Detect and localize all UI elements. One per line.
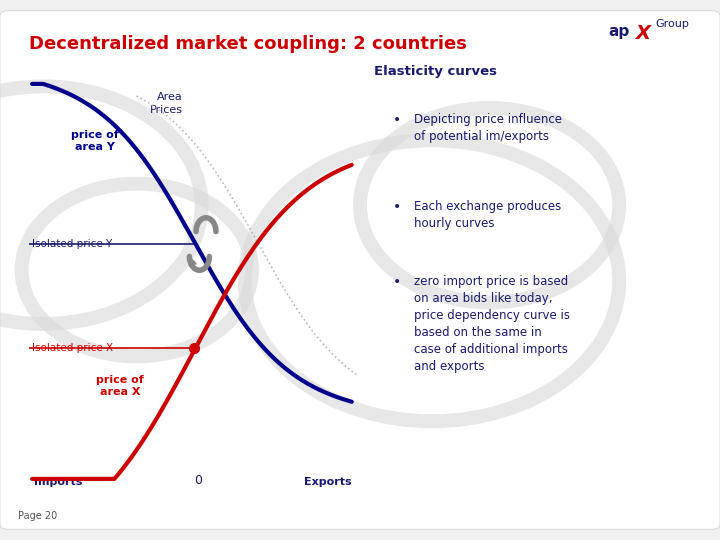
Text: ap: ap <box>608 24 630 39</box>
Text: Page 20: Page 20 <box>18 511 58 521</box>
Text: Elasticity curves: Elasticity curves <box>374 65 498 78</box>
Text: Isolated price Y: Isolated price Y <box>32 239 112 249</box>
Text: price of
area Y: price of area Y <box>71 130 119 152</box>
Text: Exports: Exports <box>304 477 352 487</box>
Text: Decentralized market coupling: 2 countries: Decentralized market coupling: 2 countri… <box>29 35 467 53</box>
Text: Group: Group <box>655 19 689 29</box>
Text: Imports: Imports <box>34 477 82 487</box>
Text: X: X <box>636 24 651 43</box>
Text: Area
Prices: Area Prices <box>150 92 183 114</box>
Text: •: • <box>392 113 400 127</box>
Text: •: • <box>392 275 400 289</box>
Text: zero import price is based
on area bids like today,
price dependency curve is
ba: zero import price is based on area bids … <box>414 275 570 373</box>
Text: 0: 0 <box>194 474 202 487</box>
Text: Isolated price X: Isolated price X <box>32 343 113 353</box>
Text: Depicting price influence
of potential im/exports: Depicting price influence of potential i… <box>414 113 562 144</box>
Text: price of
area X: price of area X <box>96 375 144 397</box>
FancyBboxPatch shape <box>0 11 720 529</box>
Text: •: • <box>392 200 400 214</box>
Text: Each exchange produces
hourly curves: Each exchange produces hourly curves <box>414 200 562 230</box>
